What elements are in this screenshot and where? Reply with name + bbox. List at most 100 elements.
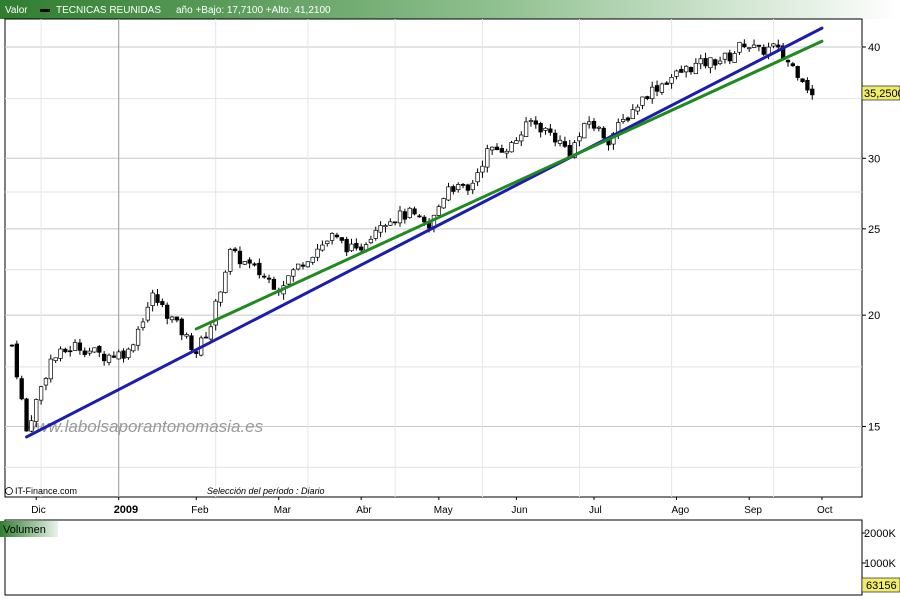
- candle-body: [111, 355, 117, 358]
- candle-body: [179, 318, 184, 336]
- volume-title: Volumen: [3, 524, 46, 536]
- candle-body: [58, 348, 63, 359]
- candle-body: [630, 109, 635, 120]
- candle-body: [393, 221, 398, 224]
- last-value-box: [861, 85, 900, 101]
- trendlines: [25, 26, 824, 439]
- candle-body: [131, 344, 136, 352]
- candle-body: [456, 184, 461, 191]
- candle-body: [747, 47, 752, 50]
- candle-body: [553, 132, 558, 143]
- candle-body: [116, 351, 121, 360]
- candle-body: [24, 398, 29, 432]
- candle-body: [528, 120, 534, 122]
- x-tick-label: Oct: [817, 505, 833, 516]
- candle-body: [693, 62, 698, 75]
- candle-body: [533, 120, 538, 125]
- candle-body: [436, 206, 441, 216]
- candle-body: [135, 328, 141, 346]
- candle-body: [53, 357, 58, 361]
- trendline-blue: [25, 26, 824, 439]
- candle-body: [586, 121, 592, 125]
- candle-body: [795, 66, 800, 78]
- last-value-label: 35,2500: [864, 88, 900, 100]
- x-tick-label: Ago: [671, 505, 689, 516]
- candle-body: [683, 65, 689, 73]
- candle-body: [548, 128, 553, 133]
- candle-body: [407, 207, 412, 219]
- candle-body: [761, 46, 766, 55]
- candle-body: [126, 348, 131, 359]
- candle-body: [620, 118, 626, 123]
- y-tick-label: 25: [868, 224, 880, 236]
- candle-body: [499, 148, 504, 153]
- candle-body: [514, 140, 519, 144]
- candle-body: [490, 146, 495, 151]
- x-axis: Dic 2009 Feb Mar Abr May Jun Jul Ago Sep Oct: [31, 497, 833, 516]
- candle-body: [194, 351, 199, 354]
- candle-body: [596, 126, 601, 129]
- volume-last-label: 63156: [866, 580, 897, 592]
- candle-body: [140, 321, 146, 329]
- y-tick-label: 40: [868, 42, 880, 54]
- candle-body: [72, 342, 78, 351]
- candle-body: [494, 146, 500, 151]
- valor-label: Valor: [5, 5, 28, 16]
- candle-body: [174, 316, 180, 321]
- candle-body: [664, 82, 669, 85]
- candle-body: [213, 300, 218, 326]
- x-tick-label: Jul: [589, 505, 602, 516]
- x-tick-label: Mar: [274, 505, 292, 516]
- candle-body: [155, 294, 160, 303]
- candle-body: [315, 248, 320, 258]
- candle-body: [252, 263, 257, 266]
- candle-body: [717, 60, 723, 65]
- candle-body: [266, 277, 272, 280]
- x-tick-label: Dic: [31, 505, 45, 516]
- candle-body: [63, 348, 68, 353]
- candle-body: [451, 186, 456, 192]
- candle-body: [679, 68, 684, 73]
- candle-body: [101, 353, 107, 362]
- candle-body: [34, 399, 39, 422]
- candle-body: [465, 184, 471, 191]
- candle-body: [92, 347, 97, 353]
- candle-body: [344, 238, 349, 253]
- candle-body: [625, 117, 631, 121]
- candle-body: [320, 244, 325, 251]
- candle-body: [232, 248, 238, 252]
- candle-body: [373, 229, 378, 239]
- candle-body: [339, 237, 344, 241]
- candle-body: [422, 216, 427, 223]
- candle-body: [257, 262, 262, 276]
- candle-body: [262, 275, 267, 278]
- candle-body: [470, 182, 475, 191]
- candle-body: [703, 58, 708, 67]
- range-info: año +Bajo: 17,7100 +Alto: 41,2100: [176, 5, 331, 16]
- candle-body: [378, 225, 383, 233]
- candle-body: [557, 139, 563, 144]
- candle-body: [43, 378, 49, 386]
- y-axis: 15 20 25 30 40: [862, 42, 880, 433]
- candle-body: [121, 350, 126, 359]
- candle-body: [9, 344, 15, 347]
- candle-body: [184, 334, 189, 337]
- ticker-name: TECNICAS REUNIDAS: [56, 5, 161, 16]
- candle-body: [538, 122, 543, 133]
- candle-body: [203, 336, 209, 339]
- series-legend-swatch: [40, 9, 50, 12]
- volume-title-box: [0, 521, 58, 537]
- candle-body: [674, 70, 679, 77]
- candle-body: [591, 120, 597, 129]
- candle-body: [475, 172, 480, 183]
- candle-body: [189, 335, 194, 351]
- watermark-text: www.labolsaporantonomasia.es: [24, 417, 264, 436]
- candle-body: [77, 342, 83, 351]
- volume-last-box: [861, 577, 900, 593]
- candle-body: [349, 243, 354, 252]
- header-bar: [0, 0, 900, 19]
- candle-body: [412, 208, 417, 215]
- candle-body: [640, 96, 645, 106]
- candle-body: [402, 211, 407, 220]
